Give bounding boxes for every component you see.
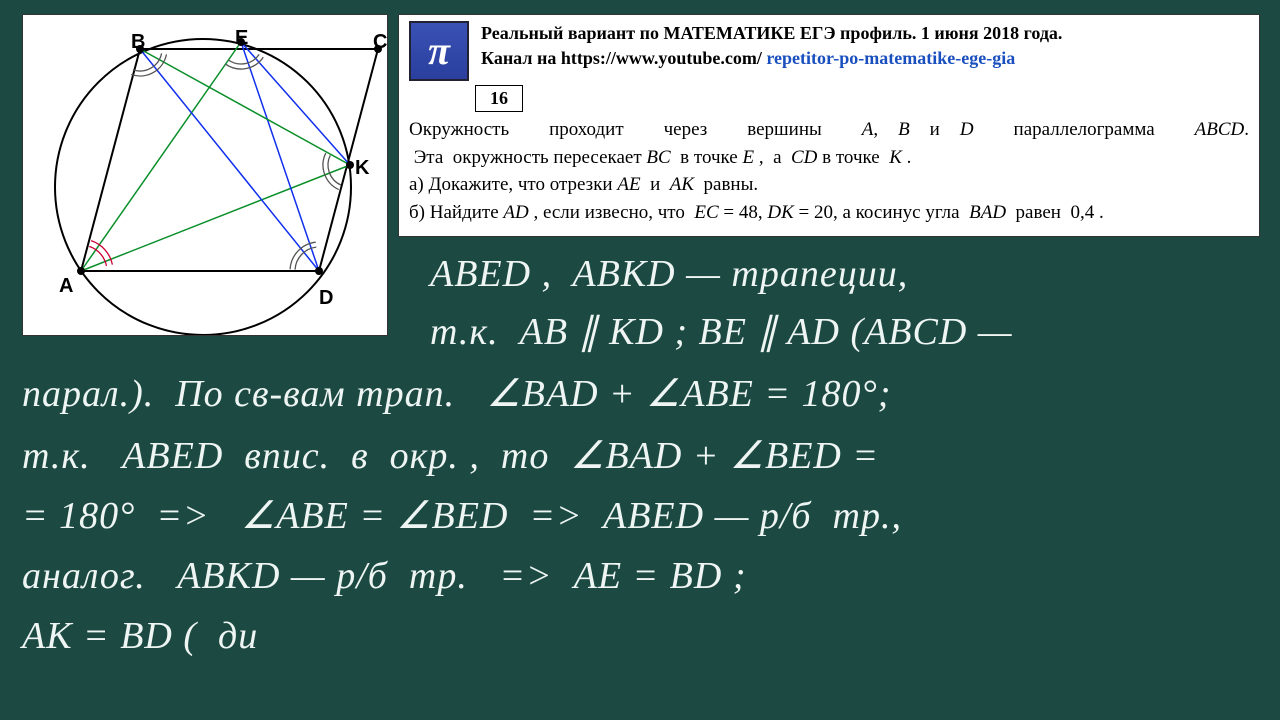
chalk-line-6: аналог. ABKD — р/б тр. => AE = BD ; [22, 552, 746, 601]
diagram-label-E: E [235, 27, 248, 50]
problem-number: 16 [475, 85, 523, 112]
problem-part-a: а) Докажите, что отрезки AE и AK равны. [409, 174, 758, 195]
diagram-label-A: A [59, 275, 73, 298]
geometry-diagram: A B C D E K [22, 14, 388, 336]
problem-text: Окружность проходит через вершины A, B и… [409, 116, 1249, 226]
diagram-label-K: K [355, 157, 369, 180]
chalk-line-2: т.к. AB ∥ KD ; BE ∥ AD (ABCD — [430, 308, 1013, 357]
problem-part-b: б) Найдите AD , если извесно, что EC = 4… [409, 202, 1104, 223]
problem-line1: Окружность проходит через вершины A, B и… [409, 116, 1249, 144]
diagram-label-B: B [131, 31, 145, 54]
chalkboard: A B C D E K π Реальный вариант по МАТЕМАТИКЕ … [0, 0, 1280, 720]
header-line2: Канал на https://www.youtube.com/ repeti… [481, 46, 1062, 71]
header-line2-prefix: Канал на https://www.youtube.com/ [481, 48, 766, 68]
diagram-label-D: D [319, 287, 333, 310]
chalk-line-7: AK = BD ( ди [22, 612, 258, 661]
header-line1: Реальный вариант по МАТЕМАТИКЕ ЕГЭ профи… [481, 21, 1062, 46]
channel-link[interactable]: repetitor-po-matematike-ege-gia [766, 48, 1015, 68]
chalk-line-5: = 180° => ∠ABE = ∠BED => ABED — р/б тр., [22, 492, 902, 541]
chalk-line-1: ABED , ABKD — трапеции, [430, 250, 908, 299]
chalk-line-4: т.к. ABED впис. в окр. , то ∠BAD + ∠BED … [22, 432, 879, 481]
diagram-label-C: C [373, 31, 387, 54]
problem-header: Реальный вариант по МАТЕМАТИКЕ ЕГЭ профи… [481, 21, 1062, 71]
pi-logo: π [409, 21, 469, 81]
problem-line2: Эта окружность пересекает BC в точке E ,… [409, 147, 911, 168]
problem-panel: π Реальный вариант по МАТЕМАТИКЕ ЕГЭ про… [398, 14, 1260, 237]
chalk-line-3: парал.). По св-вам трап. ∠BAD + ∠ABE = 1… [22, 370, 891, 419]
